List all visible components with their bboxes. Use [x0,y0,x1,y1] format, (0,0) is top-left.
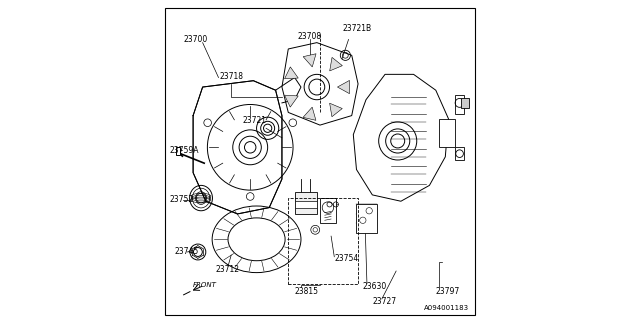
Polygon shape [330,57,342,71]
Polygon shape [330,103,342,117]
Polygon shape [353,74,449,201]
Text: 23708: 23708 [298,32,322,41]
Text: A094001183: A094001183 [424,305,469,311]
Polygon shape [285,95,298,107]
Text: 23759A: 23759A [170,146,199,155]
FancyBboxPatch shape [294,192,317,214]
FancyBboxPatch shape [294,201,317,208]
Text: 23745: 23745 [174,247,198,257]
Text: 23630: 23630 [363,282,387,292]
Text: 23721: 23721 [242,116,266,125]
Text: 23727: 23727 [372,297,396,306]
Polygon shape [193,81,282,214]
Text: 23754: 23754 [334,254,358,263]
Text: FRONT: FRONT [193,283,217,288]
Polygon shape [337,80,349,94]
Text: 23815: 23815 [294,287,319,296]
FancyBboxPatch shape [176,147,180,155]
Text: 23700: 23700 [184,35,208,44]
FancyBboxPatch shape [439,119,455,147]
Text: 23718: 23718 [219,72,243,81]
FancyBboxPatch shape [320,198,336,223]
Polygon shape [303,107,316,120]
Polygon shape [285,67,298,79]
Text: 23797: 23797 [436,287,460,296]
Text: 23712: 23712 [215,265,239,274]
Bar [288,198,358,284]
FancyBboxPatch shape [356,204,377,233]
Text: 23721B: 23721B [342,24,371,33]
FancyBboxPatch shape [461,98,469,108]
FancyBboxPatch shape [455,147,465,160]
FancyBboxPatch shape [455,95,465,114]
Polygon shape [303,54,316,67]
Text: 23752: 23752 [170,195,193,204]
Polygon shape [282,43,358,125]
